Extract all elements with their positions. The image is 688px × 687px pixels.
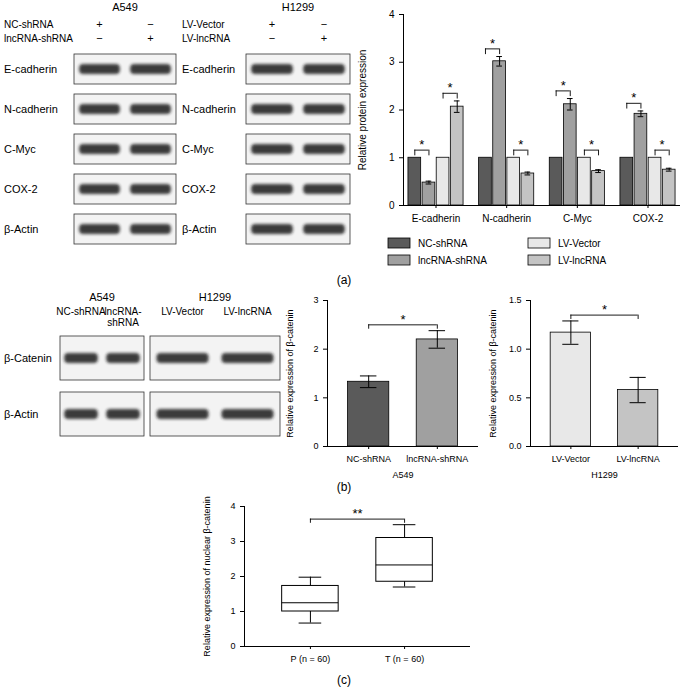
svg-text:*: * xyxy=(631,90,636,105)
svg-text:Relative protein expression: Relative protein expression xyxy=(357,50,368,171)
svg-text:−: − xyxy=(96,32,102,44)
svg-text:*: * xyxy=(660,137,665,152)
svg-text:shRNA: shRNA xyxy=(107,317,139,328)
svg-text:C-Myc: C-Myc xyxy=(182,143,214,155)
svg-text:4: 4 xyxy=(230,501,235,511)
svg-text:−: − xyxy=(269,32,275,44)
svg-text:lncRNA-shRNA: lncRNA-shRNA xyxy=(418,255,487,266)
svg-text:LV-Vector: LV-Vector xyxy=(161,306,204,317)
svg-text:*: * xyxy=(589,137,594,152)
svg-text:+: + xyxy=(269,18,275,30)
svg-text:β-Catenin: β-Catenin xyxy=(4,352,52,364)
svg-text:C-Myc: C-Myc xyxy=(4,143,36,155)
svg-text:(b): (b) xyxy=(337,480,352,494)
svg-text:4: 4 xyxy=(389,9,395,20)
svg-text:lncRNA-: lncRNA- xyxy=(104,306,141,317)
svg-text:LV-lncRNA: LV-lncRNA xyxy=(223,306,271,317)
svg-text:1: 1 xyxy=(230,606,235,616)
svg-text:+: + xyxy=(147,32,153,44)
svg-text:2: 2 xyxy=(389,104,395,115)
svg-text:LV-Vector: LV-Vector xyxy=(558,238,601,249)
svg-text:N-cadherin: N-cadherin xyxy=(482,213,531,224)
svg-text:0: 0 xyxy=(230,641,235,651)
svg-text:β-Actin: β-Actin xyxy=(4,223,38,235)
svg-text:NC-shRNA: NC-shRNA xyxy=(4,19,54,30)
svg-text:2: 2 xyxy=(313,344,318,354)
svg-text:0.5: 0.5 xyxy=(509,393,522,403)
svg-text:2: 2 xyxy=(230,571,235,581)
svg-text:H1299: H1299 xyxy=(591,470,618,480)
svg-text:*: * xyxy=(400,312,405,327)
svg-text:β-Actin: β-Actin xyxy=(182,223,216,235)
svg-text:−: − xyxy=(147,18,153,30)
svg-text:Relative expression of β-caten: Relative expression of β-catenin xyxy=(285,309,295,437)
svg-text:1: 1 xyxy=(389,152,395,163)
svg-text:0.0: 0.0 xyxy=(509,441,522,451)
svg-text:LV-lncRNA: LV-lncRNA xyxy=(558,255,606,266)
svg-text:Relative expression of β-caten: Relative expression of β-catenin xyxy=(488,309,498,437)
svg-text:*: * xyxy=(561,78,566,93)
svg-text:β-Actin: β-Actin xyxy=(4,408,38,420)
svg-text:*: * xyxy=(490,36,495,51)
svg-text:1.5: 1.5 xyxy=(509,295,522,305)
svg-text:NC-shRNA: NC-shRNA xyxy=(56,306,106,317)
svg-text:**: ** xyxy=(352,506,362,521)
svg-text:T (n = 60): T (n = 60) xyxy=(385,654,424,664)
svg-text:A549: A549 xyxy=(89,291,115,303)
svg-text:E-cadherin: E-cadherin xyxy=(412,213,460,224)
svg-text:Relative expression of nuclear: Relative expression of nuclear β-catenin xyxy=(202,496,212,656)
svg-text:H1299: H1299 xyxy=(282,1,314,13)
svg-text:*: * xyxy=(419,137,424,152)
svg-text:+: + xyxy=(96,18,102,30)
svg-text:N-cadherin: N-cadherin xyxy=(4,103,58,115)
svg-text:lncRNA-shRNA: lncRNA-shRNA xyxy=(406,454,468,464)
svg-text:−: − xyxy=(321,18,327,30)
svg-text:3: 3 xyxy=(230,536,235,546)
svg-text:E-cadherin: E-cadherin xyxy=(182,63,235,75)
svg-text:LV-lncRNA: LV-lncRNA xyxy=(182,33,230,44)
svg-text:0: 0 xyxy=(389,200,395,211)
svg-text:LV-Vector: LV-Vector xyxy=(552,454,590,464)
svg-text:LV-Vector: LV-Vector xyxy=(182,19,225,30)
svg-text:3: 3 xyxy=(389,56,395,67)
svg-text:COX-2: COX-2 xyxy=(633,213,664,224)
svg-text:COX-2: COX-2 xyxy=(4,183,38,195)
svg-text:1.0: 1.0 xyxy=(509,344,522,354)
svg-text:+: + xyxy=(321,32,327,44)
svg-text:P (n = 60): P (n = 60) xyxy=(291,654,331,664)
svg-text:E-cadherin: E-cadherin xyxy=(4,63,57,75)
svg-text:LV-lncRNA: LV-lncRNA xyxy=(616,454,659,464)
svg-text:H1299: H1299 xyxy=(199,291,231,303)
svg-text:0: 0 xyxy=(313,441,318,451)
svg-text:(c): (c) xyxy=(337,673,351,687)
svg-text:1: 1 xyxy=(313,393,318,403)
svg-text:COX-2: COX-2 xyxy=(182,183,216,195)
svg-text:NC-shRNA: NC-shRNA xyxy=(346,454,391,464)
svg-text:NC-shRNA: NC-shRNA xyxy=(418,238,468,249)
svg-text:*: * xyxy=(518,137,523,152)
svg-text:*: * xyxy=(448,80,453,95)
svg-text:C-Myc: C-Myc xyxy=(563,213,592,224)
svg-text:A549: A549 xyxy=(392,470,413,480)
svg-text:*: * xyxy=(602,302,607,317)
svg-text:3: 3 xyxy=(313,295,318,305)
svg-text:(a): (a) xyxy=(337,273,352,287)
svg-text:N-cadherin: N-cadherin xyxy=(182,103,236,115)
svg-text:lncRNA-shRNA: lncRNA-shRNA xyxy=(4,33,73,44)
svg-text:A549: A549 xyxy=(112,1,138,13)
